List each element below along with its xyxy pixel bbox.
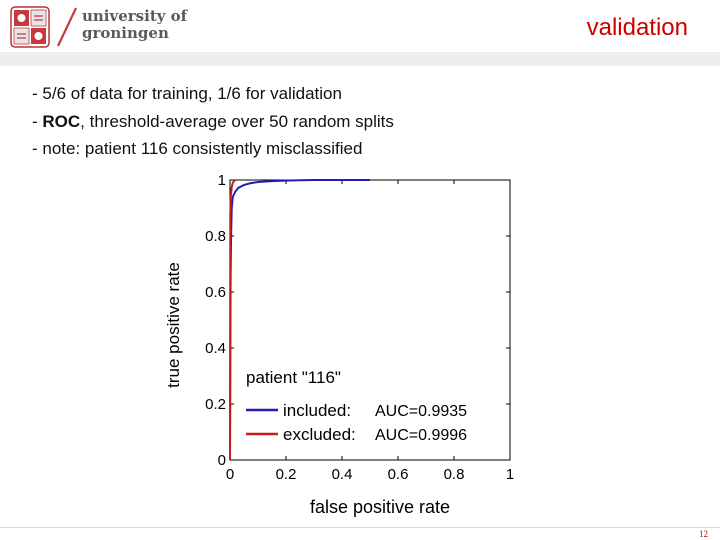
- x-axis-label: false positive rate: [310, 497, 450, 517]
- bullet-list: - 5/6 of data for training, 1/6 for vali…: [32, 80, 394, 163]
- bullet-item: - ROC, threshold-average over 50 random …: [32, 108, 394, 136]
- x-tick-label: 0.2: [276, 466, 297, 483]
- header-band: [0, 52, 720, 66]
- legend-auc: AUC=0.9996: [375, 427, 467, 444]
- y-tick-label: 0: [218, 452, 226, 469]
- plot-frame: [229, 179, 511, 461]
- university-crest-icon: [10, 6, 50, 48]
- university-logo-text: university of groningen: [82, 8, 187, 42]
- header: university of groningen validation: [0, 0, 720, 52]
- bullet-prefix: -: [32, 84, 43, 103]
- x-tick-label: 0.4: [332, 466, 353, 483]
- y-tick-label: 0.6: [205, 284, 226, 301]
- x-tick-label: 0: [226, 466, 234, 483]
- x-tick-label: 0.8: [444, 466, 465, 483]
- x-tick-label: 1: [506, 466, 514, 483]
- page-number: 12: [699, 529, 708, 539]
- bullet-text: 5/6 of data for training, 1/6 for valida…: [42, 84, 342, 103]
- legend-label: excluded:: [283, 425, 356, 444]
- logo-line-2: groningen: [82, 24, 169, 42]
- bullet-item: - note: patient 116 consistently misclas…: [32, 135, 394, 163]
- footer-divider: [0, 527, 720, 528]
- legend-auc: AUC=0.9935: [375, 403, 467, 420]
- y-tick-label: 0.2: [205, 396, 226, 413]
- logo-slash-icon: [57, 7, 77, 47]
- bullet-item: - 5/6 of data for training, 1/6 for vali…: [32, 80, 394, 108]
- series-line-included: [229, 179, 370, 461]
- bullet-prefix: -: [32, 111, 43, 131]
- legend-label: included:: [283, 401, 351, 420]
- x-tick-label: 0.6: [388, 466, 409, 483]
- y-tick-label: 1: [218, 172, 226, 189]
- y-tick-label: 0.8: [205, 228, 226, 245]
- bullet-text: note: patient 116 consistently misclassi…: [42, 139, 363, 158]
- bullet-bold: ROC: [42, 111, 81, 131]
- y-axis-label: true positive rate: [164, 262, 183, 388]
- bullet-text: , threshold-average over 50 random split…: [80, 111, 394, 131]
- bullet-prefix: -: [32, 139, 43, 158]
- slide-title: validation: [586, 14, 688, 41]
- series-line-excluded: [229, 179, 237, 461]
- legend-title: patient "116": [246, 368, 341, 387]
- y-tick-label: 0.4: [205, 340, 226, 357]
- logo-line-1: university of: [82, 7, 188, 25]
